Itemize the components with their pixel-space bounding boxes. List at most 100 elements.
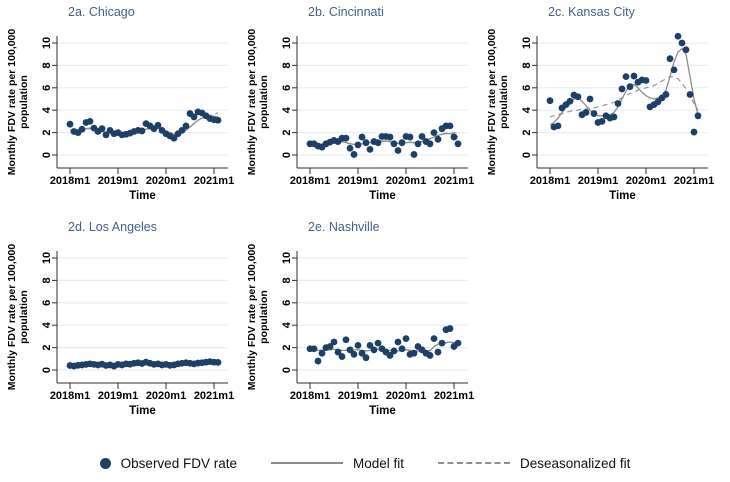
observed-point [346, 144, 354, 152]
y-axis-title-line2: population [258, 290, 270, 344]
observed-point [430, 335, 438, 343]
observed-point [346, 346, 354, 354]
observed-point [434, 348, 442, 356]
observed-point [394, 338, 402, 346]
y-tick-label: 0 [521, 152, 533, 158]
observed-points [306, 325, 462, 365]
observed-point [398, 345, 406, 353]
x-tick-label: 2018m1 [530, 175, 570, 187]
observed-points [546, 32, 702, 136]
x-tick-label: 2020m1 [626, 175, 666, 187]
y-axis-title-line1: Monthly FDV rate per 100,000 [246, 29, 258, 176]
x-tick-label: 2019m1 [338, 390, 378, 402]
x-tick-label: 2019m1 [578, 175, 618, 187]
observed-point [214, 116, 222, 124]
y-tick-label: 6 [281, 85, 293, 91]
plot-chicago: 0 2 4 6 8 10 2018m1 2019m1 2020m1 2021m1 Time Month… [6, 5, 234, 202]
observed-point [630, 72, 638, 80]
observed-point [590, 110, 598, 117]
y-tick-label: 6 [281, 300, 293, 306]
solid-line-icon [270, 462, 343, 464]
observed-point [86, 118, 94, 125]
observed-point [678, 39, 686, 47]
observed-point [582, 109, 590, 116]
observed-point [430, 129, 438, 137]
panel-title: 2c. Kansas City [548, 5, 636, 19]
x-tick-label: 2021m1 [434, 175, 474, 187]
observed-point [314, 357, 322, 365]
y-axis-title-line1: Monthly FDV rate per 100,000 [486, 29, 498, 176]
panel-los-angeles: 0 2 4 6 8 10 2018m1 2019m1 2020m1 2021m1 Time Month… [0, 215, 240, 427]
observed-point [686, 91, 694, 98]
panel-title: 2e. Nashville [308, 220, 380, 234]
observed-point [410, 349, 418, 357]
observed-point [694, 112, 702, 120]
observed-point [350, 350, 358, 358]
y-tick-label: 0 [281, 367, 293, 373]
y-tick-label: 10 [41, 252, 53, 264]
observed-point [358, 133, 366, 141]
panel-chicago: 0 2 4 6 8 10 2018m1 2019m1 2020m1 2021m1 Time Month… [0, 0, 240, 212]
y-tick-label: 2 [41, 345, 53, 351]
legend-label-deseasonalized: Deseasonalized fit [520, 455, 631, 471]
observed-point [586, 95, 594, 103]
observed-point [618, 85, 626, 93]
observed-points [66, 358, 222, 370]
legend: Observed FDV rate Model fit Deseasonaliz… [0, 447, 730, 479]
observed-point [402, 335, 410, 343]
x-axis-title: Time [129, 405, 156, 417]
observed-point [446, 122, 454, 130]
x-axis-title: Time [129, 190, 156, 202]
observed-point [138, 127, 146, 135]
observed-point [182, 122, 190, 130]
y-tick-label: 4 [41, 106, 53, 113]
x-tick-label: 2018m1 [50, 390, 90, 402]
observed-point [362, 139, 370, 147]
observed-point [626, 83, 634, 91]
observed-point [342, 134, 350, 142]
observed-points [66, 108, 222, 142]
dashed-line-icon [438, 462, 510, 464]
observed-point [426, 352, 434, 359]
x-tick-label: 2018m1 [290, 175, 330, 187]
observed-point [178, 126, 186, 134]
observed-point [330, 338, 338, 346]
x-axis-title: Time [369, 190, 396, 202]
y-tick-label: 4 [41, 321, 53, 328]
observed-point [546, 97, 554, 105]
y-axis-title-line2: population [18, 290, 30, 344]
panel-title: 2d. Los Angeles [68, 220, 157, 234]
x-tick-label: 2021m1 [674, 175, 714, 187]
observed-point [102, 131, 110, 139]
observed-dot-icon [99, 457, 111, 469]
observed-point [566, 97, 574, 105]
observed-point [98, 125, 106, 133]
panel-cincinnati: 0 2 4 6 8 10 2018m1 2019m1 2020m1 2021m1 Time Month… [240, 0, 480, 212]
observed-point [666, 55, 674, 63]
panel-title: 2b. Cincinnati [308, 5, 384, 19]
panel-kansas-city: 0 2 4 6 8 10 2018m1 2019m1 2020m1 2021m1 Time Month… [480, 0, 720, 212]
y-tick-label: 10 [281, 37, 293, 49]
observed-point [78, 125, 86, 133]
x-tick-label: 2020m1 [386, 390, 426, 402]
x-tick-label: 2018m1 [290, 390, 330, 402]
observed-point [410, 151, 418, 158]
observed-point [610, 113, 618, 121]
y-tick-label: 2 [41, 130, 53, 136]
y-tick-label: 4 [281, 106, 293, 113]
y-tick-label: 0 [41, 367, 53, 373]
legend-item-deseasonalized: Deseasonalized fit [438, 456, 630, 471]
observed-point [662, 91, 670, 98]
legend-item-observed: Observed FDV rate [99, 456, 237, 471]
y-axis-title-line1: Monthly FDV rate per 100,000 [6, 29, 18, 176]
observed-point [170, 134, 178, 142]
y-axis-title-line1: Monthly FDV rate per 100,000 [246, 244, 258, 391]
observed-point [334, 348, 342, 356]
model-fit-line [549, 47, 699, 126]
observed-point [450, 133, 458, 141]
y-tick-label: 10 [281, 252, 293, 264]
observed-point [690, 128, 698, 136]
x-tick-label: 2018m1 [50, 175, 90, 187]
observed-point [366, 146, 374, 153]
observed-point [622, 73, 630, 80]
